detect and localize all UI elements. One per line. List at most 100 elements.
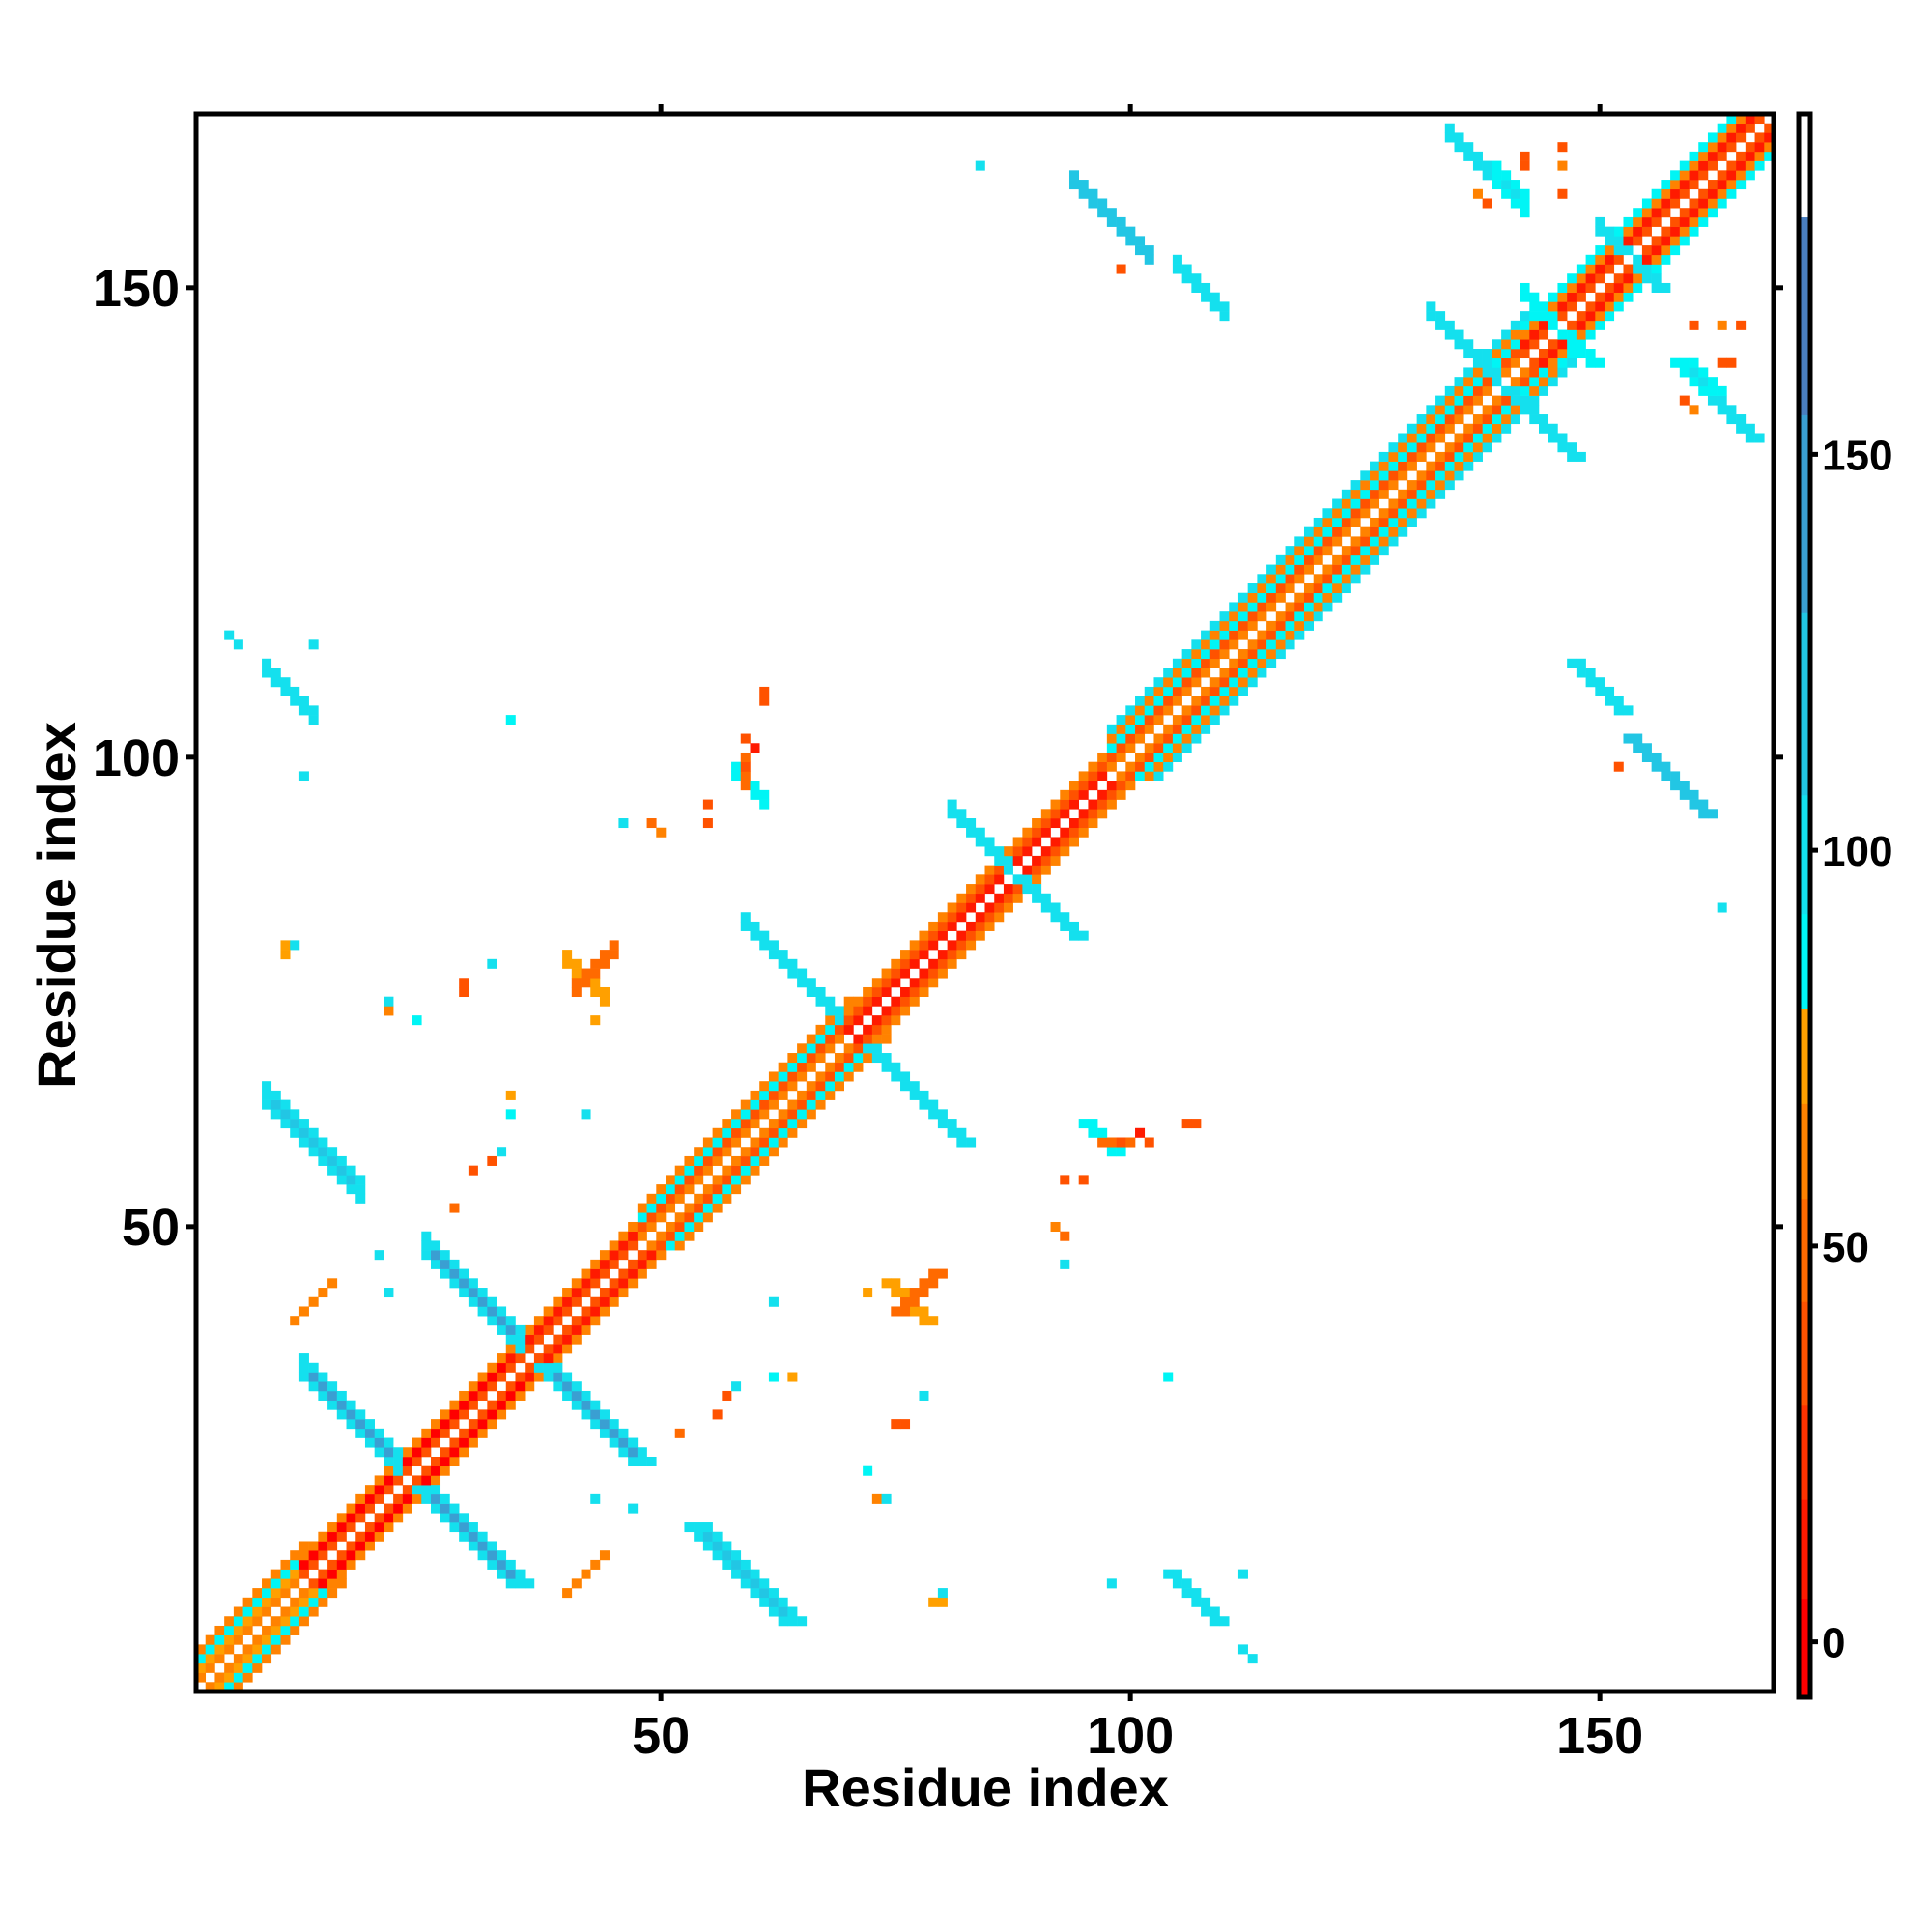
colorbar-tick-label: 0 [1822,1620,1845,1667]
heatmap-cell [393,1503,404,1514]
heatmap-cell [1538,311,1549,322]
heatmap-cell [252,1597,263,1607]
heatmap-cell [834,1015,844,1026]
heatmap-cell [355,1175,366,1185]
heatmap-cell [515,1324,526,1335]
heatmap-cell [505,1569,516,1579]
heatmap-cell [618,1288,629,1298]
heatmap-cell [1257,649,1267,660]
heatmap-cell [759,1081,770,1092]
heatmap-cell [1378,461,1389,471]
heatmap-cell [1670,180,1681,190]
heatmap-cell [1661,245,1671,256]
heatmap-cell [1322,526,1333,537]
heatmap-cell [646,818,657,829]
heatmap-cell [1529,292,1540,302]
heatmap-cell [1322,508,1333,519]
heatmap-cell [1406,498,1417,509]
heatmap-cell [1679,180,1690,190]
heatmap-cell [919,1099,929,1110]
heatmap-cell [1201,658,1211,668]
heatmap-cell [1698,799,1709,810]
heatmap-cell [318,1288,328,1298]
heatmap-cell [1538,385,1549,396]
heatmap-cell [975,837,985,847]
heatmap-cell [1492,433,1502,443]
heatmap-cell [863,1043,873,1054]
heatmap-cell [553,1353,563,1364]
heatmap-cell [1209,705,1220,716]
heatmap-cell [562,1381,573,1392]
heatmap-cell [1398,508,1408,519]
heatmap-cell [891,996,901,1007]
heatmap-cell [1472,377,1483,387]
heatmap-cell [336,1513,347,1523]
colorbar-tick-label: 150 [1822,432,1892,479]
heatmap-cell [1378,517,1389,527]
heatmap-cell [787,1071,798,1082]
heatmap-cell [525,1362,535,1373]
heatmap-cell [270,677,281,688]
heatmap-cell [684,1165,695,1176]
colorbar-bin [1799,794,1810,915]
heatmap-cell [797,1119,808,1129]
heatmap-cell [1689,799,1699,810]
heatmap-cell [298,771,309,781]
heatmap-cell [599,1550,610,1561]
heatmap-cell [487,1409,497,1420]
heatmap-cell [374,1531,384,1542]
heatmap-cell [740,761,751,772]
heatmap-cell [1454,414,1464,425]
heatmap-cell [609,950,619,960]
heatmap-cell [1275,639,1286,650]
heatmap-cell [1472,423,1483,434]
heatmap-cell [1651,254,1662,265]
heatmap-cell [1163,724,1174,734]
x-tick-label: 50 [632,1707,690,1765]
heatmap-cell [214,1625,225,1635]
heatmap-cell [1003,846,1013,857]
heatmap-cell [270,1588,281,1599]
heatmap-cell [1707,180,1718,190]
heatmap-cell [364,1437,375,1448]
heatmap-cell [900,1081,911,1092]
heatmap-cell [1257,630,1267,640]
heatmap-cell [937,1597,948,1607]
heatmap-cell [684,1522,695,1533]
heatmap-cell [1370,498,1380,509]
heatmap-cell [571,1400,582,1410]
heatmap-cell [947,940,957,951]
heatmap-cell [1266,630,1277,640]
heatmap-cell [1172,1578,1182,1589]
heatmap-cell [233,1625,243,1635]
heatmap-cell [468,1381,478,1392]
heatmap-cell [1116,789,1126,800]
heatmap-cell [843,1071,854,1082]
heatmap-cell [1285,574,1295,584]
heatmap-cell [881,1024,892,1035]
heatmap-cell [487,958,497,969]
heatmap-cell [966,818,977,829]
heatmap-cell [1209,1606,1220,1617]
heatmap-cell [1576,292,1586,302]
heatmap-cell [1285,546,1295,556]
heatmap-cell [1191,658,1202,668]
heatmap-cell [1040,827,1051,838]
heatmap-cell [1416,414,1427,425]
heatmap-cell [684,1231,695,1241]
heatmap-cell [1717,142,1727,153]
heatmap-cell [1181,1578,1192,1589]
heatmap-cell [1191,696,1202,706]
heatmap-cell [1191,282,1202,293]
heatmap-cell [740,921,751,931]
heatmap-cell [1181,668,1192,678]
heatmap-cell [374,1513,384,1523]
heatmap-cell [1163,686,1174,696]
heatmap-cell [308,1578,319,1589]
heatmap-cell [374,1250,384,1261]
heatmap-cell [1406,489,1417,499]
heatmap-cell [1378,508,1389,519]
heatmap-cell [1219,620,1230,631]
heatmap-cell [1398,442,1408,453]
heatmap-cell [694,1522,704,1533]
